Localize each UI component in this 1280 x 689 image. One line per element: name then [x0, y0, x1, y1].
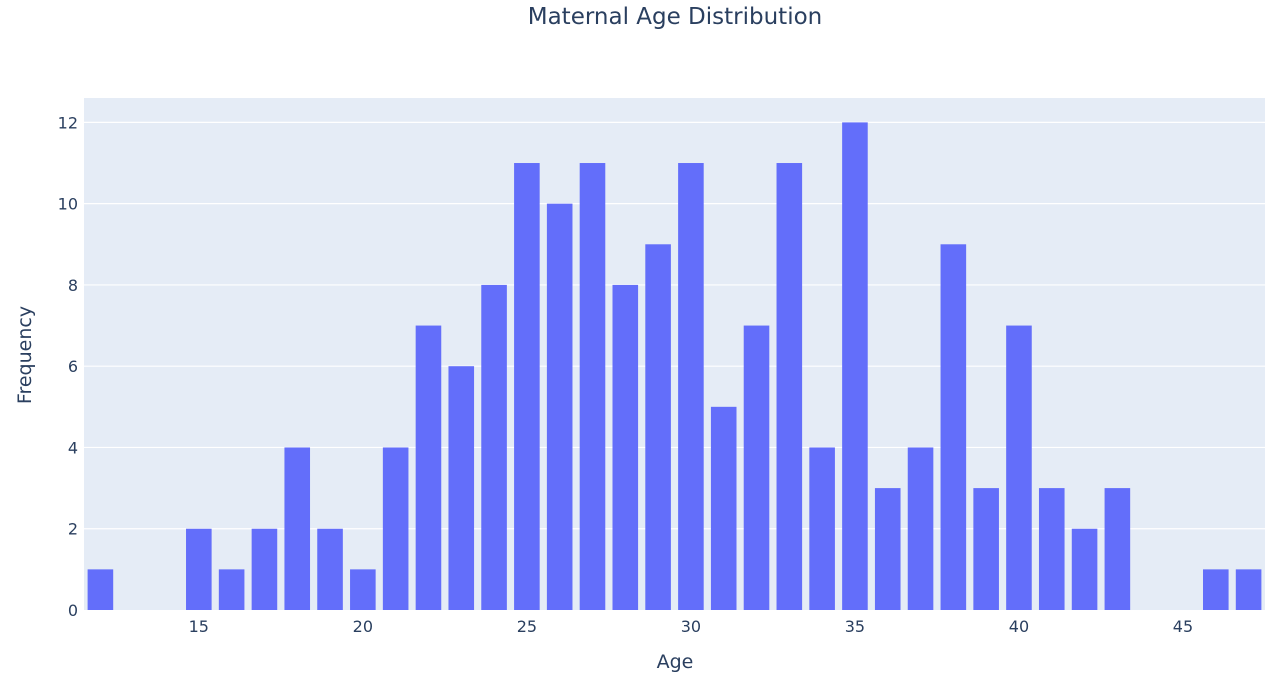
- bar: [87, 569, 114, 610]
- bar: [579, 163, 606, 610]
- y-tick-label: 0: [68, 601, 78, 620]
- x-tick-label: 25: [517, 617, 537, 636]
- bar: [481, 284, 507, 610]
- bar: [776, 163, 803, 610]
- bar: [415, 325, 442, 610]
- y-tick-label: 8: [68, 276, 78, 295]
- bar: [973, 488, 999, 610]
- bars: [87, 122, 1262, 611]
- y-tick-label: 4: [68, 438, 78, 457]
- bar: [743, 325, 770, 610]
- bar: [1071, 528, 1098, 610]
- y-tick-label: 6: [68, 357, 78, 376]
- bar: [612, 284, 639, 610]
- bar: [809, 447, 835, 610]
- bar: [448, 366, 475, 610]
- y-axis-ticks: 0 2 4 6 8 10 12: [58, 113, 78, 620]
- x-tick-label: 40: [1009, 617, 1029, 636]
- bar: [1006, 325, 1032, 610]
- bar: [1235, 569, 1262, 610]
- bar: [1104, 488, 1131, 610]
- bar: [284, 447, 311, 610]
- chart-title: Maternal Age Distribution: [528, 4, 823, 30]
- bar: [514, 163, 540, 610]
- bar: [1038, 488, 1065, 610]
- x-axis-ticks: 15 20 25 30 35 40 45: [189, 617, 1194, 636]
- bar: [186, 528, 212, 610]
- plot-area: [84, 98, 1265, 610]
- bar: [874, 488, 901, 610]
- bar: [218, 569, 245, 610]
- bar: [678, 163, 704, 610]
- bar: [317, 528, 343, 610]
- y-tick-label: 10: [58, 195, 78, 214]
- bar: [382, 447, 409, 610]
- bar: [940, 244, 967, 611]
- x-tick-label: 35: [845, 617, 865, 636]
- x-tick-label: 45: [1173, 617, 1193, 636]
- y-tick-label: 12: [58, 113, 78, 132]
- bar: [842, 122, 868, 610]
- bar: [907, 447, 934, 610]
- bar: [645, 244, 671, 611]
- x-axis-title: Age: [657, 651, 694, 673]
- bar: [1202, 569, 1229, 610]
- y-axis-title: Frequency: [14, 306, 36, 404]
- x-tick-label: 30: [681, 617, 701, 636]
- bar: [350, 569, 376, 610]
- y-tick-label: 2: [68, 520, 78, 539]
- gridlines: [84, 121, 1265, 530]
- x-tick-label: 20: [353, 617, 373, 636]
- bar: [710, 406, 737, 610]
- bar: [546, 203, 573, 610]
- bar: [251, 528, 278, 610]
- x-tick-label: 15: [189, 617, 209, 636]
